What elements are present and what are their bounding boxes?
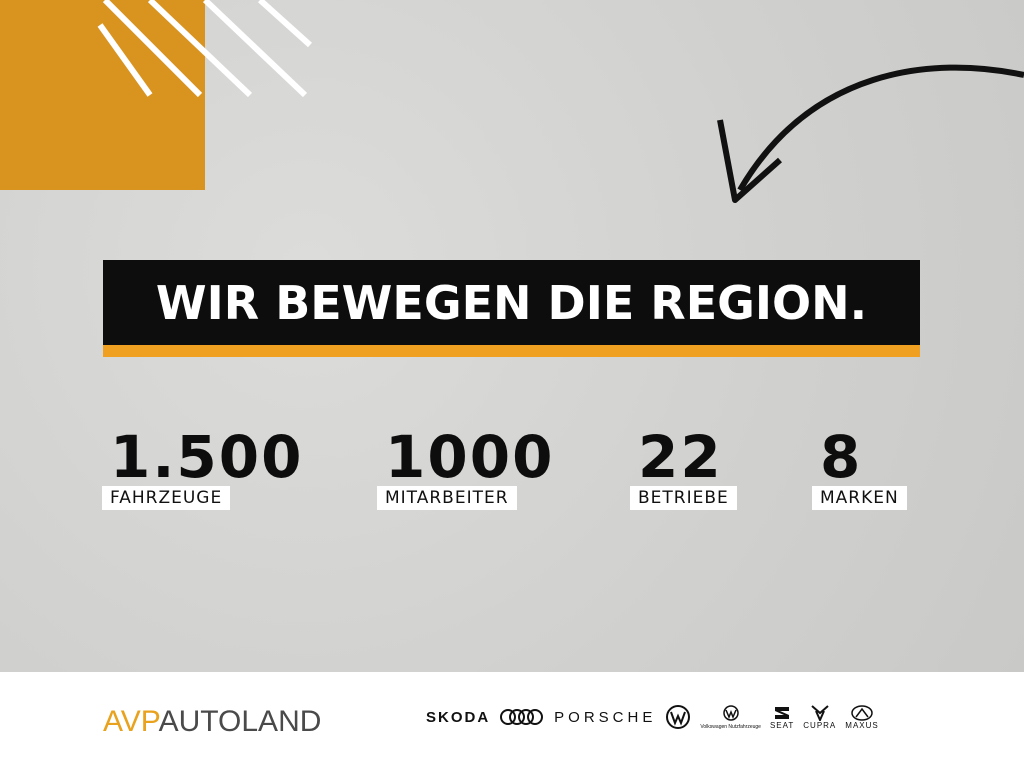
stat-label: MITARBEITER [377,486,517,510]
audi-rings-logo [500,709,544,725]
seat-icon [775,706,790,719]
stat-branches: 22 BETRIEBE [630,423,737,510]
footer [0,672,1024,768]
maxus-icon [851,704,873,721]
vw-commercial-caption: Volkswagen Nutzfahrzeuge [700,724,761,730]
stat-value: 22 [638,423,723,491]
porsche-logo: PORSCHE [554,708,657,726]
stat-value: 8 [820,423,863,491]
headline-underline [103,345,920,357]
diagonal-stripes-decoration [97,0,313,98]
cupra-icon [811,704,829,721]
vw-commercial-logo: Volkswagen Nutzfahrzeuge [700,704,761,730]
vw-logo [666,705,691,729]
maxus-logo: MAXUS [845,704,878,730]
stat-value: 1.500 [110,423,304,491]
brand-logos: SKODA PORSCHE Volkswagen Nutzfahrzeuge S… [426,704,879,730]
stat-employees: 1000 MITARBEITER [377,423,555,510]
stat-label: FAHRZEUGE [102,486,231,510]
stat-brands: 8 MARKEN [812,423,907,510]
cupra-logo: CUPRA [803,704,836,730]
skoda-logo: SKODA [426,708,491,726]
stat-label: BETRIEBE [630,486,737,510]
seat-logo: SEAT [770,705,794,730]
curved-arrow-icon [717,64,1024,203]
stat-vehicles: 1.500 FAHRZEUGE [102,423,304,510]
avp-autoland-logo: AVPAUTOLAND [103,705,322,738]
vw-commercial-icon [722,705,739,721]
stat-label: MARKEN [812,486,907,510]
headline-banner: WIR BEWEGEN DIE REGION. [103,260,920,345]
stat-value: 1000 [385,423,555,491]
headline: WIR BEWEGEN DIE REGION. [155,275,868,330]
